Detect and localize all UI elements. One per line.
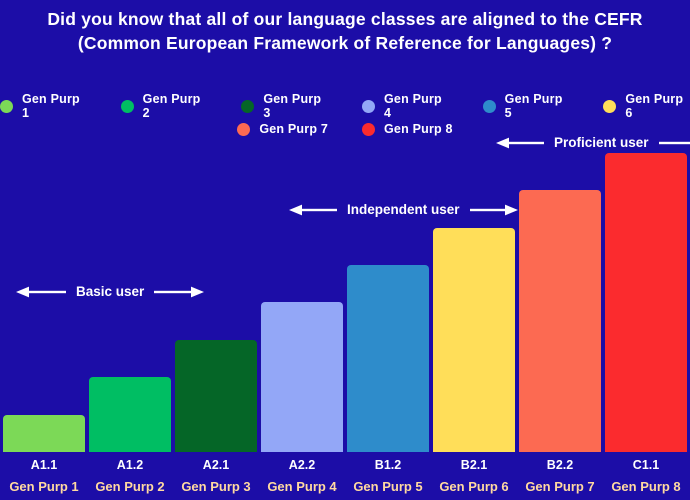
- legend-item-label: Gen Purp 3: [263, 92, 322, 120]
- bar-course-label: Gen Purp 5: [353, 479, 423, 494]
- bar-column: [519, 190, 601, 452]
- legend-item: Gen Purp 8: [362, 122, 453, 136]
- bar-level-label: B2.2: [546, 458, 574, 472]
- right-arrow-icon: [658, 141, 690, 144]
- bar-column: [261, 302, 343, 452]
- bar: [261, 302, 343, 452]
- left-arrow-icon: [16, 286, 66, 297]
- legend-dot-icon: [0, 99, 13, 113]
- annotation-label: Independent user: [347, 202, 460, 217]
- bar: [605, 153, 687, 452]
- bar-level-label: C1.1: [632, 458, 660, 472]
- legend-item: Gen Purp 4: [362, 92, 449, 120]
- bar-level-label: A1.1: [30, 458, 58, 472]
- annotation-basic-user: Basic user: [16, 284, 205, 299]
- title-line-1: Did you know that all of our language cl…: [47, 9, 643, 29]
- annotation-independent-user: Independent user: [289, 202, 518, 217]
- bar: [347, 265, 429, 452]
- bar: [89, 377, 171, 452]
- legend-item: Gen Purp 2: [120, 92, 208, 120]
- bar: [175, 340, 257, 452]
- title-line-2: (Common European Framework of Reference …: [77, 33, 613, 53]
- legend-item: Gen Purp 5: [482, 92, 570, 120]
- legend-row-1: Gen Purp 1 Gen Purp 2 Gen Purp 3 Gen Purp 4…: [0, 92, 690, 120]
- bar-course-label: Gen Purp 1: [9, 479, 79, 494]
- bar-column: [605, 153, 687, 452]
- axis-row-cefr-levels: A1.1 A1.2 A2.1 A2.2 B1.2 B2.1 B2.2 C1.1: [0, 458, 690, 472]
- left-arrow-icon: [496, 137, 544, 148]
- right-arrow-icon: [154, 286, 205, 297]
- legend-item: Gen Purp 3: [241, 92, 328, 120]
- bar-course-label: Gen Purp 8: [611, 479, 681, 494]
- legend-item-label: Gen Purp 2: [142, 92, 201, 120]
- bar-course-label: Gen Purp 3: [181, 479, 251, 494]
- legend-item-label: Gen Purp 7: [259, 122, 328, 136]
- legend-dot-icon: [482, 99, 496, 113]
- legend-dot-icon: [241, 99, 255, 113]
- bar-course-label: Gen Purp 7: [525, 479, 595, 494]
- annotation-label: Basic user: [76, 284, 145, 299]
- bar-course-label: Gen Purp 2: [95, 479, 165, 494]
- legend-item-label: Gen Purp 1: [21, 92, 80, 120]
- legend-item: Gen Purp 1: [0, 92, 87, 120]
- bar-course-label: Gen Purp 4: [267, 479, 337, 494]
- bar-course-label: Gen Purp 6: [439, 479, 509, 494]
- legend-dot-icon: [237, 122, 251, 136]
- bar-level-label: B1.2: [374, 458, 402, 472]
- bar-level-label: A1.2: [116, 458, 144, 472]
- bar-level-label: A2.1: [202, 458, 230, 472]
- legend-item-label: Gen Purp 5: [504, 92, 563, 120]
- left-arrow-icon: [289, 204, 337, 215]
- axis-row-class-names: Gen Purp 1 Gen Purp 2 Gen Purp 3 Gen Purp 4…: [0, 479, 690, 494]
- legend-item-label: Gen Purp 4: [384, 92, 442, 120]
- legend-item-label: Gen Purp 8: [384, 122, 453, 136]
- bar-column: [433, 228, 515, 452]
- legend-item: Gen Purp 7: [237, 122, 328, 136]
- bar-level-label: A2.2: [288, 458, 316, 472]
- bar: [433, 228, 515, 452]
- bar-column: [3, 415, 85, 452]
- bar-column: [89, 377, 171, 452]
- legend-item: Gen Purp 6: [603, 92, 690, 120]
- annotation-label: Proficient user: [554, 135, 649, 150]
- legend-item-label: Gen Purp 6: [625, 92, 684, 120]
- legend-dot-icon: [362, 99, 375, 113]
- bar: [3, 415, 85, 452]
- page-title: Did you know that all of our language cl…: [0, 7, 690, 55]
- right-arrow-icon: [469, 204, 518, 215]
- legend-dot-icon: [362, 122, 375, 136]
- legend-row-2: Gen Purp 7 Gen Purp 8: [0, 122, 690, 136]
- bar-column: [347, 265, 429, 452]
- annotation-proficient-user: Proficient user: [496, 135, 690, 150]
- bar-level-label: B2.1: [460, 458, 488, 472]
- bar-chart: [0, 153, 690, 452]
- legend-dot-icon: [603, 99, 617, 113]
- bar: [519, 190, 601, 452]
- bar-column: [175, 340, 257, 452]
- legend-dot-icon: [120, 99, 134, 113]
